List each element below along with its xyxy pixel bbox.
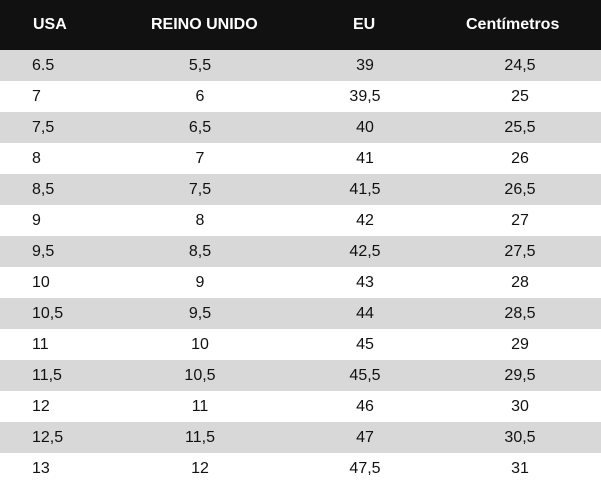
cell-reino-unido: 7 [195,150,205,167]
cell-usa: 6.5 [32,57,55,74]
cell-reino-unido: 6,5 [188,119,212,136]
cell-eu: 42 [356,212,374,229]
cell-reino-unido: 7,5 [188,181,212,198]
cell-usa: 13 [32,460,50,477]
cell-centimetros: 30,5 [504,429,536,446]
cell-reino-unido: 9,5 [188,305,212,322]
table-row: 11,5 10,5 45,5 29,5 [0,360,601,391]
cell-usa: 12 [32,398,50,415]
table-header: USA REINO UNIDO EU Centímetros [0,0,601,50]
cell-centimetros: 28,5 [504,305,536,322]
cell-reino-unido: 9 [195,274,205,291]
cell-eu: 47 [356,429,374,446]
cell-centimetros: 28 [511,274,529,291]
cell-centimetros: 24,5 [504,57,536,74]
table-row: 7,5 6,5 40 25,5 [0,112,601,143]
cell-reino-unido: 8,5 [188,243,212,260]
cell-reino-unido: 11 [191,398,209,415]
cell-eu: 45,5 [349,367,381,384]
cell-usa: 8,5 [32,181,55,198]
cell-eu: 39,5 [349,88,381,105]
table-row: 6.5 5,5 39 24,5 [0,50,601,81]
header-reino-unido: REINO UNIDO [151,16,258,33]
cell-eu: 41 [356,150,374,167]
cell-usa: 11 [32,336,49,353]
cell-eu: 45 [356,336,374,353]
header-eu: EU [353,16,376,33]
cell-eu: 41,5 [349,181,381,198]
cell-usa: 10 [32,274,50,291]
cell-centimetros: 25,5 [504,119,536,136]
cell-reino-unido: 10,5 [184,367,216,384]
cell-eu: 47,5 [349,460,381,477]
table-row: 11 10 45 29 [0,329,601,360]
table-row: 10,5 9,5 44 28,5 [0,298,601,329]
cell-centimetros: 26 [511,150,529,167]
cell-centimetros: 31 [511,460,529,477]
cell-usa: 9 [32,212,41,229]
cell-centimetros: 25 [511,88,529,105]
header-usa: USA [33,16,67,33]
table-row: 9,5 8,5 42,5 27,5 [0,236,601,267]
table-row: 12,5 11,5 47 30,5 [0,422,601,453]
cell-usa: 8 [32,150,41,167]
cell-centimetros: 30 [511,398,529,415]
cell-eu: 46 [356,398,374,415]
cell-reino-unido: 8 [195,212,205,229]
table-row: 7 6 39,5 25 [0,81,601,112]
table-row: 8 7 41 26 [0,143,601,174]
cell-reino-unido: 11,5 [185,429,215,446]
table-row: 13 12 47,5 31 [0,453,601,484]
cell-usa: 10,5 [32,305,64,322]
header-centimetros: Centímetros [466,16,560,33]
table-row: 8,5 7,5 41,5 26,5 [0,174,601,205]
cell-eu: 43 [356,274,374,291]
cell-centimetros: 26,5 [504,181,536,198]
cell-centimetros: 29 [511,336,529,353]
cell-reino-unido: 5,5 [188,57,212,74]
cell-centimetros: 29,5 [504,367,536,384]
cell-usa: 11,5 [32,367,62,384]
cell-eu: 44 [356,305,374,322]
cell-eu: 42,5 [349,243,381,260]
cell-reino-unido: 10 [191,336,209,353]
cell-usa: 9,5 [32,243,55,260]
table-row: 12 11 46 30 [0,391,601,422]
cell-reino-unido: 12 [191,460,209,477]
cell-usa: 7 [32,88,41,105]
table-body: 6.5 5,5 39 24,5 7 6 39,5 25 7,5 6,5 40 2… [0,50,601,483]
table-row: 9 8 42 27 [0,205,601,236]
table-row: 10 9 43 28 [0,267,601,298]
cell-centimetros: 27,5 [504,243,536,260]
cell-eu: 39 [356,57,374,74]
cell-reino-unido: 6 [195,88,205,105]
cell-eu: 40 [356,119,374,136]
cell-usa: 7,5 [32,119,55,136]
cell-centimetros: 27 [511,212,529,229]
cell-usa: 12,5 [32,429,64,446]
